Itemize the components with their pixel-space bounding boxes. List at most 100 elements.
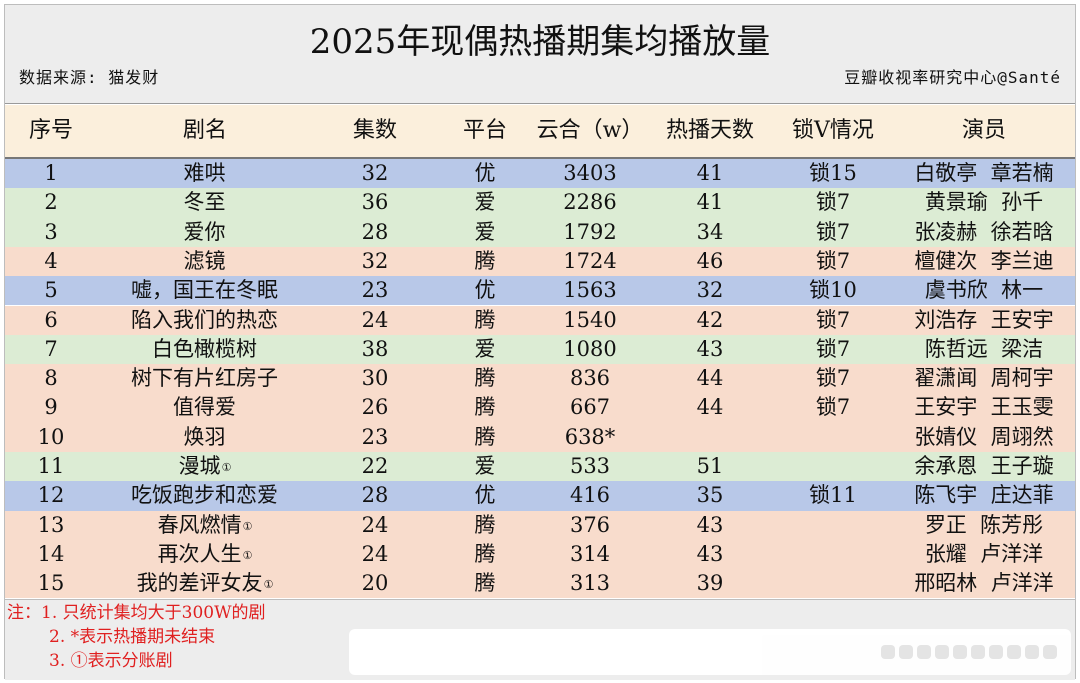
row-platform-text: 爱 [474, 190, 496, 215]
row-episodes-text: 30 [361, 366, 389, 391]
row-idx-text: 9 [44, 395, 58, 420]
row-platform: 优 [445, 159, 525, 188]
row-days: 43 [655, 511, 765, 540]
row-yunhe-text: 1563 [563, 278, 617, 303]
row-lock: 锁15 [773, 159, 893, 188]
row-episodes: 24 [335, 306, 415, 335]
row-cast: 陈飞宇 庄达菲 [893, 481, 1075, 510]
row-yunhe: 667 [525, 393, 655, 422]
row-episodes-text: 28 [361, 219, 389, 244]
row-cast: 张婧仪 周翊然 [893, 423, 1075, 452]
row-platform: 腾 [445, 247, 525, 276]
row-name: 冬至 [85, 188, 325, 217]
table-row: 9 值得爱 26 腾 667 44 锁7 王安宇 王玉雯 [5, 393, 1075, 423]
row-episodes-text: 24 [361, 512, 389, 537]
row-idx: 4 [17, 247, 85, 276]
row-idx-text: 6 [44, 307, 58, 332]
row-yunhe-text: 2286 [563, 190, 617, 215]
data-source-label: 数据来源: 猫发财 [19, 68, 160, 87]
split-revenue-mark: ① [263, 578, 274, 592]
row-lock-text: 锁7 [815, 307, 851, 332]
row-lock-text: 锁7 [815, 336, 851, 361]
row-platform: 腾 [445, 306, 525, 335]
row-cast: 黄景瑜 孙千 [893, 188, 1075, 217]
table-row: 6 陷入我们的热恋 24 腾 1540 42 锁7 刘浩存 王安宇 [5, 305, 1075, 335]
row-platform-text: 腾 [474, 571, 496, 596]
header-lock: 锁V情况 [792, 118, 874, 143]
row-name-text: 冬至 [183, 190, 226, 215]
table-row: 11 漫城① 22 爱 533 51 余承恩 王子璇 [5, 452, 1075, 482]
row-name-text: 爱你 [183, 219, 226, 244]
row-episodes-text: 24 [361, 541, 389, 566]
row-platform-text: 优 [474, 278, 496, 303]
row-episodes-text: 36 [361, 190, 389, 215]
row-cast: 邢昭林 卢洋洋 [893, 569, 1075, 598]
header-episodes: 集数 [352, 118, 397, 143]
row-idx: 1 [17, 159, 85, 188]
row-cast: 张耀 卢洋洋 [893, 540, 1075, 569]
row-platform-text: 优 [474, 483, 496, 508]
header-platform: 平台 [462, 118, 507, 143]
row-days: 43 [655, 540, 765, 569]
header-idx: 序号 [28, 118, 73, 143]
row-idx: 5 [17, 276, 85, 305]
header-cast: 演员 [961, 118, 1006, 143]
row-yunhe: 836 [525, 364, 655, 393]
row-cast: 罗正 陈芳彤 [893, 511, 1075, 540]
page-title: 2025年现偶热播期集均播放量 [309, 22, 771, 62]
row-platform: 优 [445, 276, 525, 305]
row-yunhe-text: 416 [569, 483, 611, 508]
row-name-text: 我的差评女友 [136, 571, 263, 596]
row-yunhe: 1792 [525, 218, 655, 247]
row-cast: 虞书欣 林一 [893, 276, 1075, 305]
table-row: 15 我的差评女友① 20 腾 313 39 邢昭林 卢洋洋 [5, 569, 1075, 599]
row-platform-text: 腾 [474, 307, 496, 332]
row-platform: 爱 [445, 188, 525, 217]
note-3: 3. ①表示分账剧 [49, 651, 173, 671]
row-lock: 锁7 [773, 335, 893, 364]
row-cast-text: 白敬亭 章若楠 [914, 161, 1054, 185]
row-cast-text: 罗正 陈芳彤 [924, 512, 1044, 537]
row-days: 44 [655, 393, 765, 422]
row-episodes: 28 [335, 481, 415, 510]
row-yunhe: 314 [525, 540, 655, 569]
row-yunhe: 376 [525, 511, 655, 540]
row-platform: 腾 [445, 423, 525, 452]
row-cast: 余承恩 王子璇 [893, 452, 1075, 481]
row-platform: 爱 [445, 335, 525, 364]
row-lock: 锁7 [773, 188, 893, 217]
row-episodes-text: 23 [361, 278, 389, 303]
row-cast-text: 张婧仪 周翊然 [914, 424, 1054, 449]
row-platform: 腾 [445, 569, 525, 598]
row-cast-text: 虞书欣 林一 [924, 278, 1044, 303]
row-idx: 7 [17, 335, 85, 364]
row-idx-text: 4 [44, 248, 58, 273]
row-episodes: 32 [335, 247, 415, 276]
row-idx-text: 13 [37, 512, 65, 537]
row-idx-text: 10 [37, 424, 65, 449]
row-name: 陷入我们的热恋 [85, 306, 325, 335]
row-cast-text: 翟潇闻 周柯宇 [914, 366, 1054, 391]
row-platform-text: 爱 [474, 219, 496, 244]
row-episodes: 30 [335, 364, 415, 393]
table-row: 2 冬至 36 爱 2286 41 锁7 黄景瑜 孙千 [5, 188, 1075, 218]
row-cast-text: 黄景瑜 孙千 [924, 190, 1044, 215]
row-platform-text: 爱 [474, 454, 496, 478]
row-idx-text: 7 [44, 336, 58, 361]
row-yunhe: 533 [525, 452, 655, 481]
row-days: 42 [655, 306, 765, 335]
row-platform: 爱 [445, 218, 525, 247]
row-idx-text: 1 [44, 161, 58, 185]
row-yunhe-text: 376 [569, 512, 611, 537]
row-name: 我的差评女友① [85, 569, 325, 598]
row-name-text: 焕羽 [183, 424, 226, 449]
row-days-text: 41 [696, 190, 724, 215]
row-days-text: 39 [696, 571, 724, 596]
row-episodes-text: 24 [361, 307, 389, 332]
row-cast-text: 余承恩 王子璇 [914, 454, 1054, 478]
row-days-text: 34 [696, 219, 724, 244]
row-days: 46 [655, 247, 765, 276]
row-episodes-text: 32 [361, 161, 389, 185]
row-yunhe: 3403 [525, 159, 655, 188]
note-1: 注：1. 只统计集均大于300W的剧 [7, 603, 266, 623]
